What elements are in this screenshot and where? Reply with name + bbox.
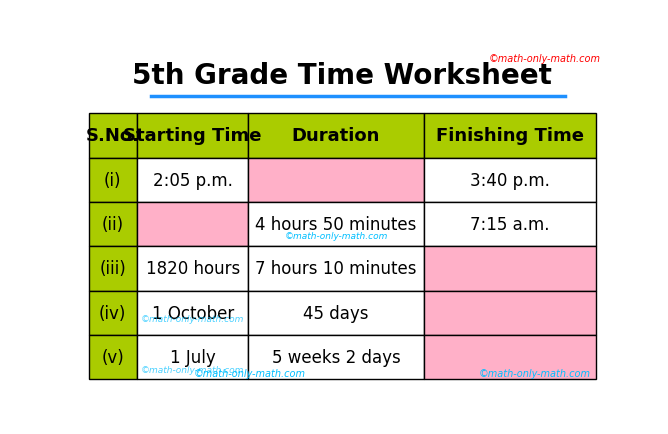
Text: ©math-only-math.com: ©math-only-math.com <box>141 365 244 374</box>
Bar <box>424 335 596 380</box>
Bar <box>137 291 248 335</box>
Text: Starting Time: Starting Time <box>124 127 262 145</box>
Bar <box>424 114 596 158</box>
Text: 1820 hours: 1820 hours <box>146 260 240 278</box>
Bar <box>137 114 248 158</box>
Text: (iv): (iv) <box>99 304 126 322</box>
Bar <box>248 335 424 380</box>
Text: 1 July: 1 July <box>170 349 216 366</box>
Text: Duration: Duration <box>292 127 380 145</box>
Bar <box>424 158 596 202</box>
Bar <box>89 247 137 291</box>
Text: 2:05 p.m.: 2:05 p.m. <box>153 171 232 189</box>
Bar <box>424 247 596 291</box>
Bar <box>137 335 248 380</box>
Text: 3:40 p.m.: 3:40 p.m. <box>470 171 550 189</box>
Bar <box>248 247 424 291</box>
Bar <box>89 202 137 247</box>
Text: 1 October: 1 October <box>152 304 234 322</box>
Bar <box>137 202 248 247</box>
Text: ©math-only-math.com: ©math-only-math.com <box>479 368 591 378</box>
Bar <box>248 291 424 335</box>
Text: ©math-only-math.com: ©math-only-math.com <box>193 368 305 378</box>
Text: ©math-only-math.com: ©math-only-math.com <box>488 54 600 64</box>
Bar <box>248 114 424 158</box>
Text: 5 weeks 2 days: 5 weeks 2 days <box>272 349 400 366</box>
Bar <box>248 202 424 247</box>
Bar <box>137 158 248 202</box>
Bar <box>424 202 596 247</box>
Text: S.No.: S.No. <box>86 127 140 145</box>
Bar <box>137 247 248 291</box>
Bar <box>424 291 596 335</box>
Text: 5th Grade Time Worksheet: 5th Grade Time Worksheet <box>132 62 552 89</box>
Text: (ii): (ii) <box>102 216 124 233</box>
Text: 7:15 a.m.: 7:15 a.m. <box>470 216 550 233</box>
Bar <box>89 114 137 158</box>
Bar <box>89 291 137 335</box>
Bar <box>89 158 137 202</box>
Text: (iii): (iii) <box>100 260 126 278</box>
Text: ©math-only-math.com: ©math-only-math.com <box>141 314 244 323</box>
Text: (v): (v) <box>102 349 124 366</box>
Bar <box>89 335 137 380</box>
Bar <box>248 158 424 202</box>
Text: Finishing Time: Finishing Time <box>436 127 584 145</box>
Text: 4 hours 50 minutes: 4 hours 50 minutes <box>255 216 417 233</box>
Text: ©math-only-math.com: ©math-only-math.com <box>285 174 387 183</box>
Text: (i): (i) <box>104 171 122 189</box>
Text: ©math-only-math.com: ©math-only-math.com <box>285 231 387 240</box>
Text: 45 days: 45 days <box>303 304 369 322</box>
Text: 7 hours 10 minutes: 7 hours 10 minutes <box>255 260 417 278</box>
Text: ©math-only-math.com: ©math-only-math.com <box>141 214 244 223</box>
